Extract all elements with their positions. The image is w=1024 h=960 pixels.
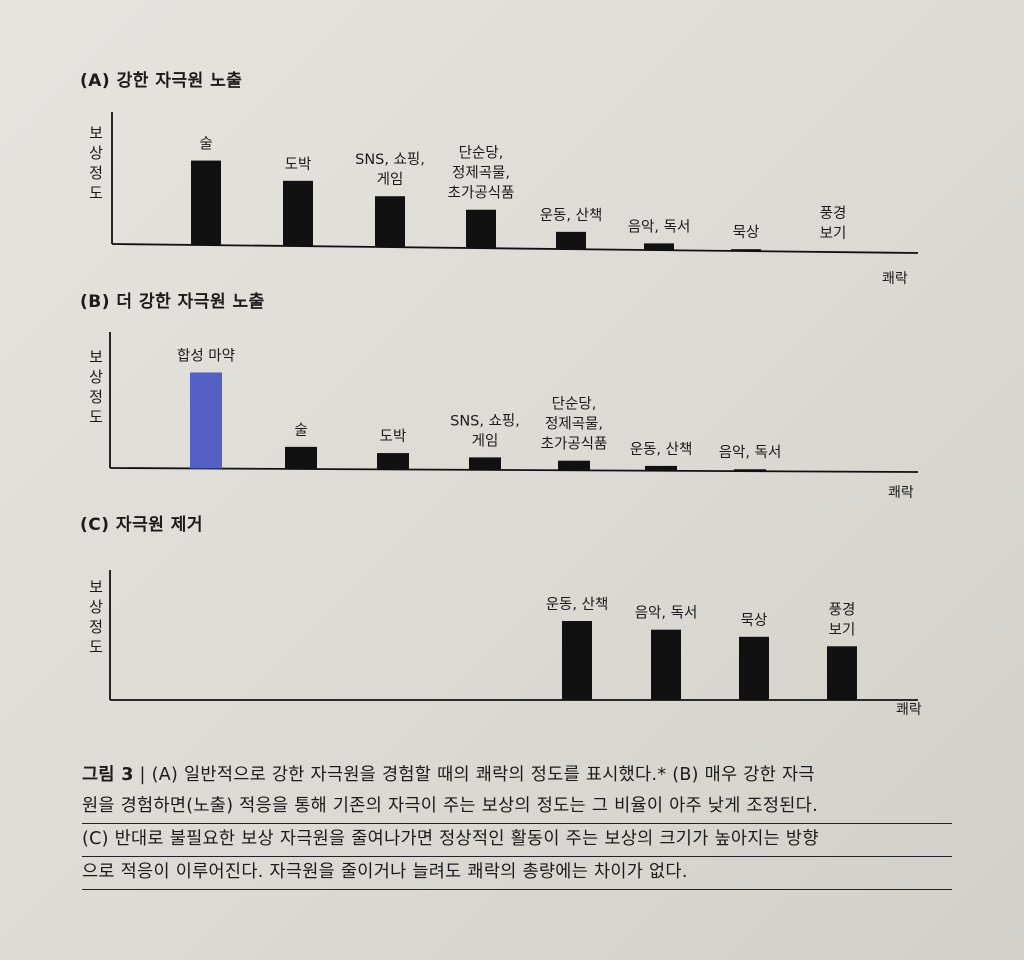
bar	[469, 457, 501, 470]
caption-line-3: (C) 반대로 불필요한 보상 자극원을 줄여나가면 정상적인 활동이 주는 보…	[82, 824, 952, 857]
bar	[377, 453, 409, 470]
bar-label: 풍경 보기	[829, 601, 856, 638]
chart-c-title: (C) 자극원 제거	[80, 515, 204, 535]
bar-label: 합성 마약	[177, 347, 235, 364]
bar	[645, 465, 677, 471]
bar-label: 운동, 산책	[630, 441, 693, 458]
caption-line-4: 으로 적응이 이루어진다. 자극원을 줄이거나 늘려도 쾌락의 총량에는 차이가…	[82, 857, 952, 890]
bar-label: 음악, 독서	[635, 605, 698, 622]
bar-label: 묵상	[741, 612, 768, 629]
bar-label: 단순당, 정제곡물, 초가공식품	[541, 396, 608, 453]
bar	[285, 446, 317, 469]
bar	[739, 636, 769, 700]
bar-label: 술	[199, 136, 212, 153]
bar-label: 단순당, 정제곡물, 초가공식품	[448, 145, 515, 202]
caption-line-1: 그림 3 | (A) 일반적으로 강한 자극원을 경험할 때의 쾌락의 정도를 …	[82, 760, 952, 791]
bar-label: 운동, 산책	[540, 207, 603, 224]
x-axis	[109, 467, 919, 473]
caption-separator: |	[139, 765, 146, 785]
chart-b-title: (B) 더 강한 자극원 노출	[80, 292, 265, 312]
bar	[466, 209, 496, 249]
bar-label: SNS, 쇼핑, 게임	[355, 151, 425, 188]
bar	[827, 646, 857, 700]
x-axis-label: 쾌락	[896, 702, 922, 718]
bar-label: 술	[294, 422, 307, 439]
x-axis-label: 쾌락	[882, 271, 908, 287]
bar	[562, 621, 592, 700]
bar	[556, 231, 586, 250]
bar	[644, 243, 674, 251]
bar	[731, 249, 761, 252]
bar	[283, 180, 313, 247]
bar	[190, 372, 222, 469]
bar-label: SNS, 쇼핑, 게임	[450, 412, 520, 449]
caption-line-2: 원을 경험하면(노출) 적응을 통해 기존의 자극이 주는 보상의 정도는 그 …	[82, 791, 952, 824]
bar	[558, 460, 590, 471]
figure-label: 그림 3	[82, 765, 134, 785]
x-axis-label: 쾌락	[888, 485, 914, 501]
bar-label: 풍경 보기	[820, 205, 847, 242]
bar	[734, 469, 766, 472]
bar-label: 도박	[285, 156, 312, 173]
bar-label: 도박	[380, 428, 407, 445]
bar	[191, 160, 221, 246]
figure-caption: 그림 3 | (A) 일반적으로 강한 자극원을 경험할 때의 쾌락의 정도를 …	[82, 760, 952, 890]
bar-label: 운동, 산책	[546, 596, 609, 613]
bar	[651, 629, 681, 700]
chart-a-title: (A) 강한 자극원 노출	[80, 71, 243, 91]
bar-label: 음악, 독서	[719, 444, 782, 461]
bar-label: 묵상	[733, 224, 760, 241]
x-axis	[111, 243, 919, 254]
caption-text-1: (A) 일반적으로 강한 자극원을 경험할 때의 쾌락의 정도를 표시했다.* …	[151, 765, 815, 785]
bar-label: 음악, 독서	[628, 218, 691, 235]
bar	[375, 196, 405, 248]
